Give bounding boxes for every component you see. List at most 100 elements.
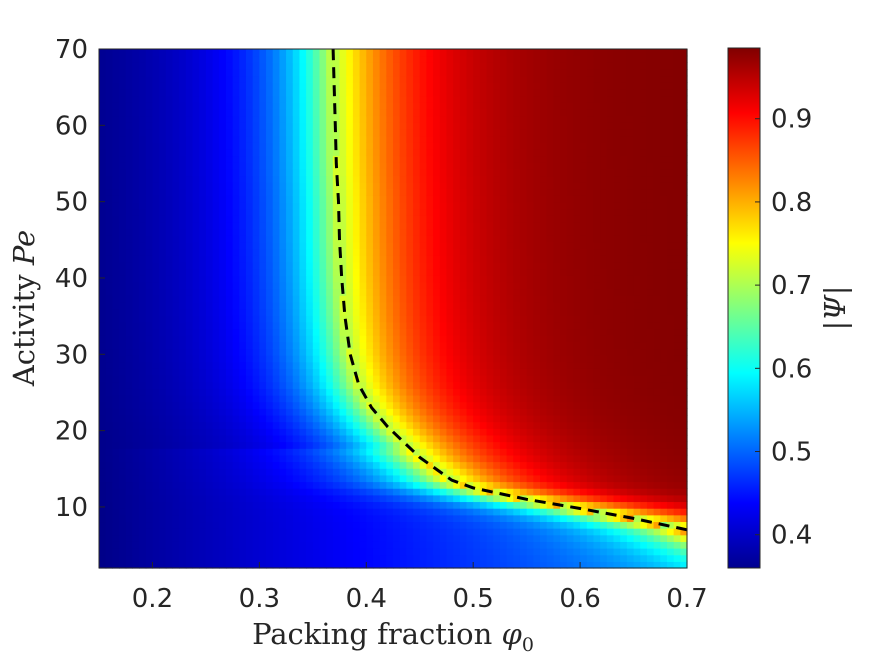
heatmap-cell xyxy=(125,202,134,210)
heatmap-cell xyxy=(286,448,294,456)
heatmap-cell xyxy=(439,561,448,569)
heatmap-cell xyxy=(232,148,240,157)
heatmap-cell xyxy=(453,222,461,230)
heatmap-cell xyxy=(286,228,294,236)
heatmap-cell xyxy=(299,454,307,463)
heatmap-cell xyxy=(212,122,220,130)
heatmap-cell xyxy=(199,88,207,97)
heatmap-cell xyxy=(225,188,234,196)
heatmap-cell xyxy=(393,494,401,503)
heatmap-cell xyxy=(225,441,234,449)
heatmap-cell xyxy=(506,441,514,449)
heatmap-cell xyxy=(219,135,227,143)
heatmap-cell xyxy=(319,321,327,330)
heatmap-cell xyxy=(212,301,220,310)
heatmap-cell xyxy=(379,255,387,263)
heatmap-cell xyxy=(493,241,501,250)
heatmap-cell xyxy=(299,408,307,416)
heatmap-cell xyxy=(139,541,147,549)
heatmap-cell xyxy=(312,335,321,343)
heatmap-cell xyxy=(219,481,227,489)
heatmap-cell xyxy=(199,268,207,276)
heatmap-cell xyxy=(366,255,374,263)
heatmap-cell xyxy=(246,434,254,443)
heatmap-cell xyxy=(225,534,234,542)
heatmap-cell xyxy=(199,474,207,483)
heatmap-cell xyxy=(473,62,481,70)
heatmap-cell xyxy=(386,208,394,216)
heatmap-cell xyxy=(406,162,414,170)
heatmap-cell xyxy=(145,168,154,177)
heatmap-cell xyxy=(199,122,207,130)
heatmap-cell xyxy=(112,448,120,456)
heatmap-cell xyxy=(306,454,314,463)
heatmap-cell xyxy=(119,175,127,183)
heatmap-cell xyxy=(513,501,521,509)
heatmap-cell xyxy=(519,188,528,196)
heatmap-cell xyxy=(105,288,113,296)
heatmap-cell xyxy=(172,388,180,396)
heatmap-cell xyxy=(225,155,234,163)
heatmap-cell xyxy=(359,434,367,443)
heatmap-cell xyxy=(433,208,441,216)
heatmap-cell xyxy=(246,215,254,223)
heatmap-cell xyxy=(513,554,521,562)
heatmap-cell xyxy=(306,122,314,130)
heatmap-cell xyxy=(486,315,494,323)
heatmap-cell xyxy=(266,474,274,483)
heatmap-cell xyxy=(252,494,260,503)
heatmap-cell xyxy=(272,488,281,496)
heatmap-cell xyxy=(326,501,334,509)
heatmap-cell xyxy=(499,75,508,83)
heatmap-cell xyxy=(479,408,488,416)
heatmap-cell xyxy=(326,461,334,469)
heatmap-cell xyxy=(339,88,347,97)
heatmap-cell xyxy=(192,62,200,70)
heatmap-cell xyxy=(272,528,281,536)
heatmap-cell xyxy=(119,135,127,143)
heatmap-cell xyxy=(419,288,428,296)
heatmap-cell xyxy=(119,395,127,403)
heatmap-cell xyxy=(152,395,160,403)
heatmap-cell xyxy=(479,494,488,503)
heatmap-cell xyxy=(105,494,113,503)
heatmap-cell xyxy=(339,321,347,330)
heatmap-cell xyxy=(399,188,407,196)
heatmap-cell xyxy=(272,228,281,236)
heatmap-cell xyxy=(239,388,247,396)
heatmap-cell xyxy=(473,95,481,103)
heatmap-cell xyxy=(346,401,354,409)
heatmap-cell xyxy=(112,88,120,97)
heatmap-cell xyxy=(125,434,134,443)
heatmap-cell xyxy=(165,348,174,356)
heatmap-cell xyxy=(312,75,321,83)
heatmap-cell xyxy=(219,474,227,483)
heatmap-cell xyxy=(179,75,187,83)
heatmap-cell xyxy=(393,155,401,163)
heatmap-cell xyxy=(279,215,287,223)
heatmap-cell xyxy=(466,501,474,509)
heatmap-cell xyxy=(192,428,200,436)
heatmap-cell xyxy=(132,168,140,177)
heatmap-cell xyxy=(105,228,113,236)
heatmap-cell xyxy=(406,408,414,416)
heatmap-cell xyxy=(172,514,180,523)
heatmap-cell xyxy=(332,561,341,569)
heatmap-cell xyxy=(519,461,528,469)
heatmap-cell xyxy=(379,488,387,496)
heatmap-cell xyxy=(145,494,154,503)
heatmap-cell xyxy=(459,361,468,369)
heatmap-cell xyxy=(446,108,454,117)
heatmap-cell xyxy=(379,82,387,90)
heatmap-cell xyxy=(359,401,367,409)
heatmap-cell xyxy=(459,468,468,476)
heatmap-cell xyxy=(379,222,387,230)
heatmap-cell xyxy=(473,434,481,443)
heatmap-cell xyxy=(426,128,434,137)
heatmap-cell xyxy=(159,235,167,243)
heatmap-cell xyxy=(339,414,347,423)
heatmap-cell xyxy=(232,222,240,230)
heatmap-cell xyxy=(132,335,140,343)
heatmap-cell xyxy=(152,408,160,416)
heatmap-cell xyxy=(312,82,321,90)
